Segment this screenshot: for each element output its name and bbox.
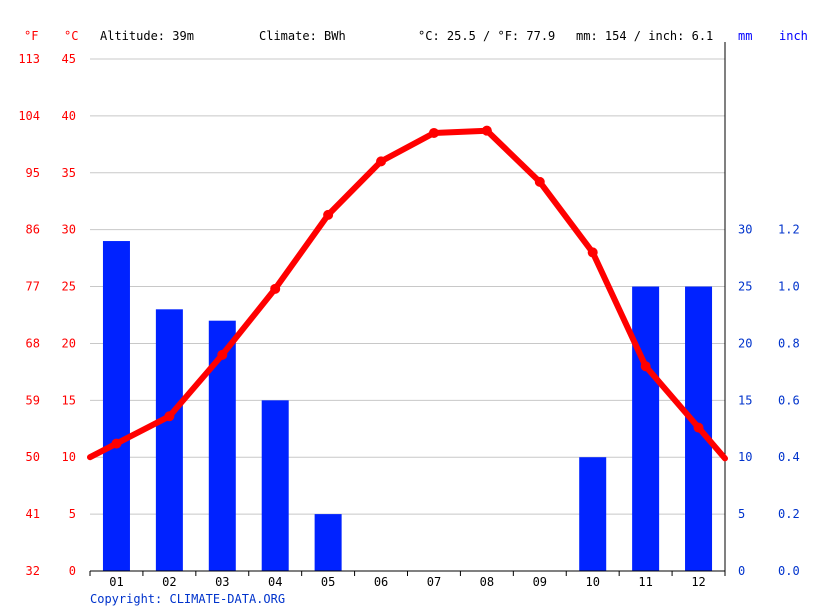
fahrenheit-tick-label: 77 [26,280,40,294]
inch-tick-label: 0.4 [778,450,800,464]
month-tick-label: 04 [268,575,282,589]
fahrenheit-tick-label: 86 [26,223,40,237]
fahrenheit-tick-label: 68 [26,336,40,350]
mm-tick-label: 10 [738,450,752,464]
month-tick-label: 05 [321,575,335,589]
precipitation-bar [102,241,130,572]
precipitation-bar [579,457,607,571]
mm-tick-label: 25 [738,280,752,294]
mm-tick-label: 5 [738,507,745,521]
inch-unit-label: inch [779,29,808,43]
temperature-point [164,411,175,422]
month-tick-label: 12 [691,575,705,589]
celsius-tick-label: 45 [62,52,76,66]
temperature-point [428,127,439,138]
precipitation-bars [102,241,713,572]
inch-tick-label: 1.0 [778,280,800,294]
gridlines [90,58,725,515]
fahrenheit-tick-label: 95 [26,166,40,180]
fahrenheit-tick-label: 104 [18,109,40,123]
fahrenheit-tick-label: 50 [26,450,40,464]
temperature-point [693,422,704,433]
month-tick-label: 07 [427,575,441,589]
celsius-tick-label: 40 [62,109,76,123]
inch-tick-label: 0.0 [778,564,800,578]
temperature-line [87,125,728,462]
temperature-point [481,125,492,136]
celsius-tick-label: 5 [69,507,76,521]
mm-tick-label: 0 [738,564,745,578]
month-tick-labels: 01 02 03 04 05 06 07 08 09 10 11 12 [109,575,706,589]
mm-tick-label: 30 [738,223,752,237]
celsius-tick-label: 0 [69,564,76,578]
altitude-label: Altitude: 39m [100,29,194,43]
temperature-line-path [87,127,728,462]
fahrenheit-tick-label: 113 [18,52,40,66]
temperature-point [587,247,598,258]
right-tick-labels: 0 0.0 5 0.2 10 0.4 15 0.6 20 0.8 25 1.0 30 1.2 [738,223,800,578]
month-tick-label: 01 [109,575,123,589]
precipitation-bar [632,286,660,571]
month-tick-label: 08 [480,575,494,589]
fahrenheit-tick-label: 41 [26,507,40,521]
celsius-tick-label: 30 [62,223,76,237]
copyright-text: Copyright: CLIMATE-DATA.ORG [90,592,285,606]
temperature-point [534,176,545,187]
month-tick-label: 06 [374,575,388,589]
precipitation-summary: mm: 154 / inch: 6.1 [576,29,713,43]
fahrenheit-tick-label: 59 [26,393,40,407]
temperature-point [376,156,387,167]
month-tick-label: 02 [162,575,176,589]
inch-tick-label: 0.6 [778,393,800,407]
precipitation-bar [261,400,289,571]
celsius-tick-label: 35 [62,166,76,180]
month-tick-label: 10 [585,575,599,589]
celsius-tick-label: 15 [62,393,76,407]
axes [89,42,726,576]
precipitation-bar [314,514,342,571]
climate-label: Climate: BWh [259,29,346,43]
celsius-unit-label: °C [64,29,78,43]
precipitation-bar [155,309,183,571]
mm-tick-label: 20 [738,336,752,350]
month-tick-label: 03 [215,575,229,589]
celsius-tick-label: 20 [62,336,76,350]
temperature-point [640,361,651,372]
inch-tick-label: 0.8 [778,336,800,350]
celsius-tick-label: 25 [62,280,76,294]
mm-tick-label: 15 [738,393,752,407]
fahrenheit-unit-label: °F [24,29,38,43]
celsius-tick-label: 10 [62,450,76,464]
month-tick-label: 09 [533,575,547,589]
inch-tick-label: 1.2 [778,223,800,237]
temperature-point [111,438,122,449]
fahrenheit-tick-label: 32 [26,564,40,578]
mm-unit-label: mm [738,29,752,43]
left-tick-labels: 32 0 41 5 50 10 59 15 68 20 77 25 86 30 95 35 104 40 113 45 [18,52,76,578]
temperature-point [323,209,334,220]
inch-tick-label: 0.2 [778,507,800,521]
temperature-summary: °C: 25.5 / °F: 77.9 [418,29,555,43]
temperature-point [217,349,228,360]
temperature-point [270,283,281,294]
month-tick-label: 11 [638,575,652,589]
